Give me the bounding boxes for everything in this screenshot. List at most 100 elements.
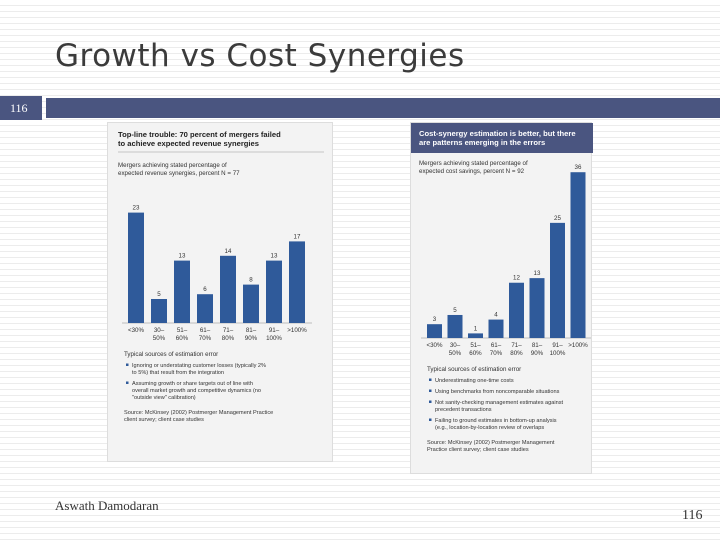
category-label: 100% (266, 335, 282, 342)
chart-title-line-2: to achieve expected revenue synergies (118, 139, 259, 148)
category-label: 51– (177, 327, 188, 334)
bar (266, 260, 282, 323)
author: Aswath Damodaran (55, 498, 159, 513)
chart-title-band (411, 123, 593, 153)
note-text: precedent transactions (435, 407, 492, 413)
bar (488, 319, 504, 338)
note-text: Underestimating one-time costs (435, 378, 514, 384)
data-label: 13 (534, 270, 541, 277)
data-label: 1 (474, 325, 478, 332)
category-label: 80% (222, 335, 235, 342)
chart-title-line-1: Top-line trouble: 70 percent of mergers … (118, 130, 281, 139)
category-label: <30% (427, 342, 443, 349)
revenue-synergies-chart: Top-line trouble: 70 percent of mergers … (118, 130, 324, 423)
bar-group: 3<30%530–50%151–60%461–70%1271–80%1381–9… (421, 164, 591, 357)
category-label: 90% (245, 335, 258, 342)
category-label: 50% (153, 335, 166, 342)
source-text: Source: McKinsey (2002) Postmerger Manag… (427, 440, 555, 446)
revenue-synergies-panel: Top-line trouble: 70 percent of mergers … (107, 122, 333, 462)
bar (128, 212, 144, 323)
header-band (46, 98, 720, 118)
category-label: 81– (532, 342, 543, 349)
bar (289, 241, 305, 323)
data-label: 23 (133, 205, 140, 212)
category-label: <30% (128, 327, 144, 334)
bar (468, 333, 483, 338)
category-label: 60% (469, 350, 482, 357)
bar (197, 294, 213, 323)
bullet (429, 418, 432, 421)
category-label: 70% (199, 335, 212, 342)
bar (151, 299, 167, 323)
category-label: 51– (470, 342, 481, 349)
data-label: 8 (249, 277, 253, 284)
category-label: 90% (531, 350, 544, 357)
chart-title-line-2: are patterns emerging in the errors (419, 138, 545, 147)
data-label: 17 (294, 233, 301, 240)
source-text: Practice client survey; client case stud… (427, 447, 529, 453)
data-label: 36 (575, 164, 582, 171)
notes-group: Typical sources of estimation error Ignor… (124, 351, 273, 423)
data-label: 5 (157, 291, 161, 298)
note-text: Failing to ground estimates in bottom-up… (435, 418, 557, 424)
notes-group: Typical sources of estimation error Under… (427, 366, 564, 453)
data-label: 14 (225, 248, 232, 255)
bar (220, 255, 236, 323)
bullet (429, 378, 432, 381)
data-label: 12 (513, 275, 520, 282)
note-text: to 5%) that result from the integration (132, 370, 224, 376)
bullet (429, 400, 432, 403)
category-label: 30– (450, 342, 461, 349)
note-text: (e.g., location-by-location review of ov… (435, 425, 544, 431)
bar (570, 172, 586, 338)
category-label: 71– (511, 342, 522, 349)
bar (529, 278, 545, 338)
chart-subtitle-line-2: expected revenue synergies, percent N = … (118, 170, 240, 177)
category-label: >100% (568, 342, 588, 349)
bar (427, 324, 442, 338)
bar (447, 314, 463, 338)
bar (550, 222, 565, 338)
category-label: 60% (176, 335, 189, 342)
data-label: 25 (554, 215, 561, 222)
chart-title-line-1: Cost-synergy estimation is better, but t… (419, 129, 576, 138)
note-text: overall market growth and competitive dy… (132, 388, 261, 394)
note-text: Not sanity-checking management estimates… (435, 400, 564, 406)
data-label: 3 (433, 316, 437, 323)
category-label: 91– (269, 327, 280, 334)
bullet (126, 363, 129, 366)
data-label: 6 (203, 286, 207, 293)
notes-title: Typical sources of estimation error (124, 351, 218, 358)
data-label: 5 (453, 307, 457, 314)
bar (174, 260, 190, 323)
section-number: 116 (0, 96, 42, 120)
bullet (126, 381, 129, 384)
cost-synergies-chart: Cost-synergy estimation is better, but t… (411, 123, 593, 453)
bar (243, 284, 259, 323)
chart-subtitle-line-1: Mergers achieving stated percentage of (419, 160, 528, 167)
source-text: client survey; client case studies (124, 417, 204, 423)
category-label: 91– (552, 342, 563, 349)
category-label: 50% (449, 350, 462, 357)
source-text: Source: McKinsey (2002) Postmerger Manag… (124, 410, 273, 416)
notes-title: Typical sources of estimation error (427, 366, 521, 373)
category-label: >100% (287, 327, 307, 334)
slide-title: Growth vs Cost Synergies (55, 38, 465, 74)
category-label: 80% (510, 350, 523, 357)
category-label: 61– (491, 342, 502, 349)
cost-synergies-panel: Cost-synergy estimation is better, but t… (410, 122, 593, 474)
bullet (429, 389, 432, 392)
category-label: 70% (490, 350, 503, 357)
category-label: 61– (200, 327, 211, 334)
note-text: "outside view" calibration) (132, 395, 196, 401)
chart-subtitle-line-1: Mergers achieving stated percentage of (118, 162, 227, 169)
page-number: 116 (682, 508, 703, 523)
note-text: Assuming growth or share targets out of … (132, 381, 253, 387)
note-text: Ignoring or understating customer losses… (132, 363, 266, 369)
chart-subtitle-line-2: expected cost savings, percent N = 92 (419, 168, 525, 175)
category-label: 71– (223, 327, 234, 334)
note-text: Using benchmarks from noncomparable situ… (435, 389, 560, 395)
bar (509, 282, 524, 338)
data-label: 13 (179, 253, 186, 260)
category-label: 30– (154, 327, 165, 334)
